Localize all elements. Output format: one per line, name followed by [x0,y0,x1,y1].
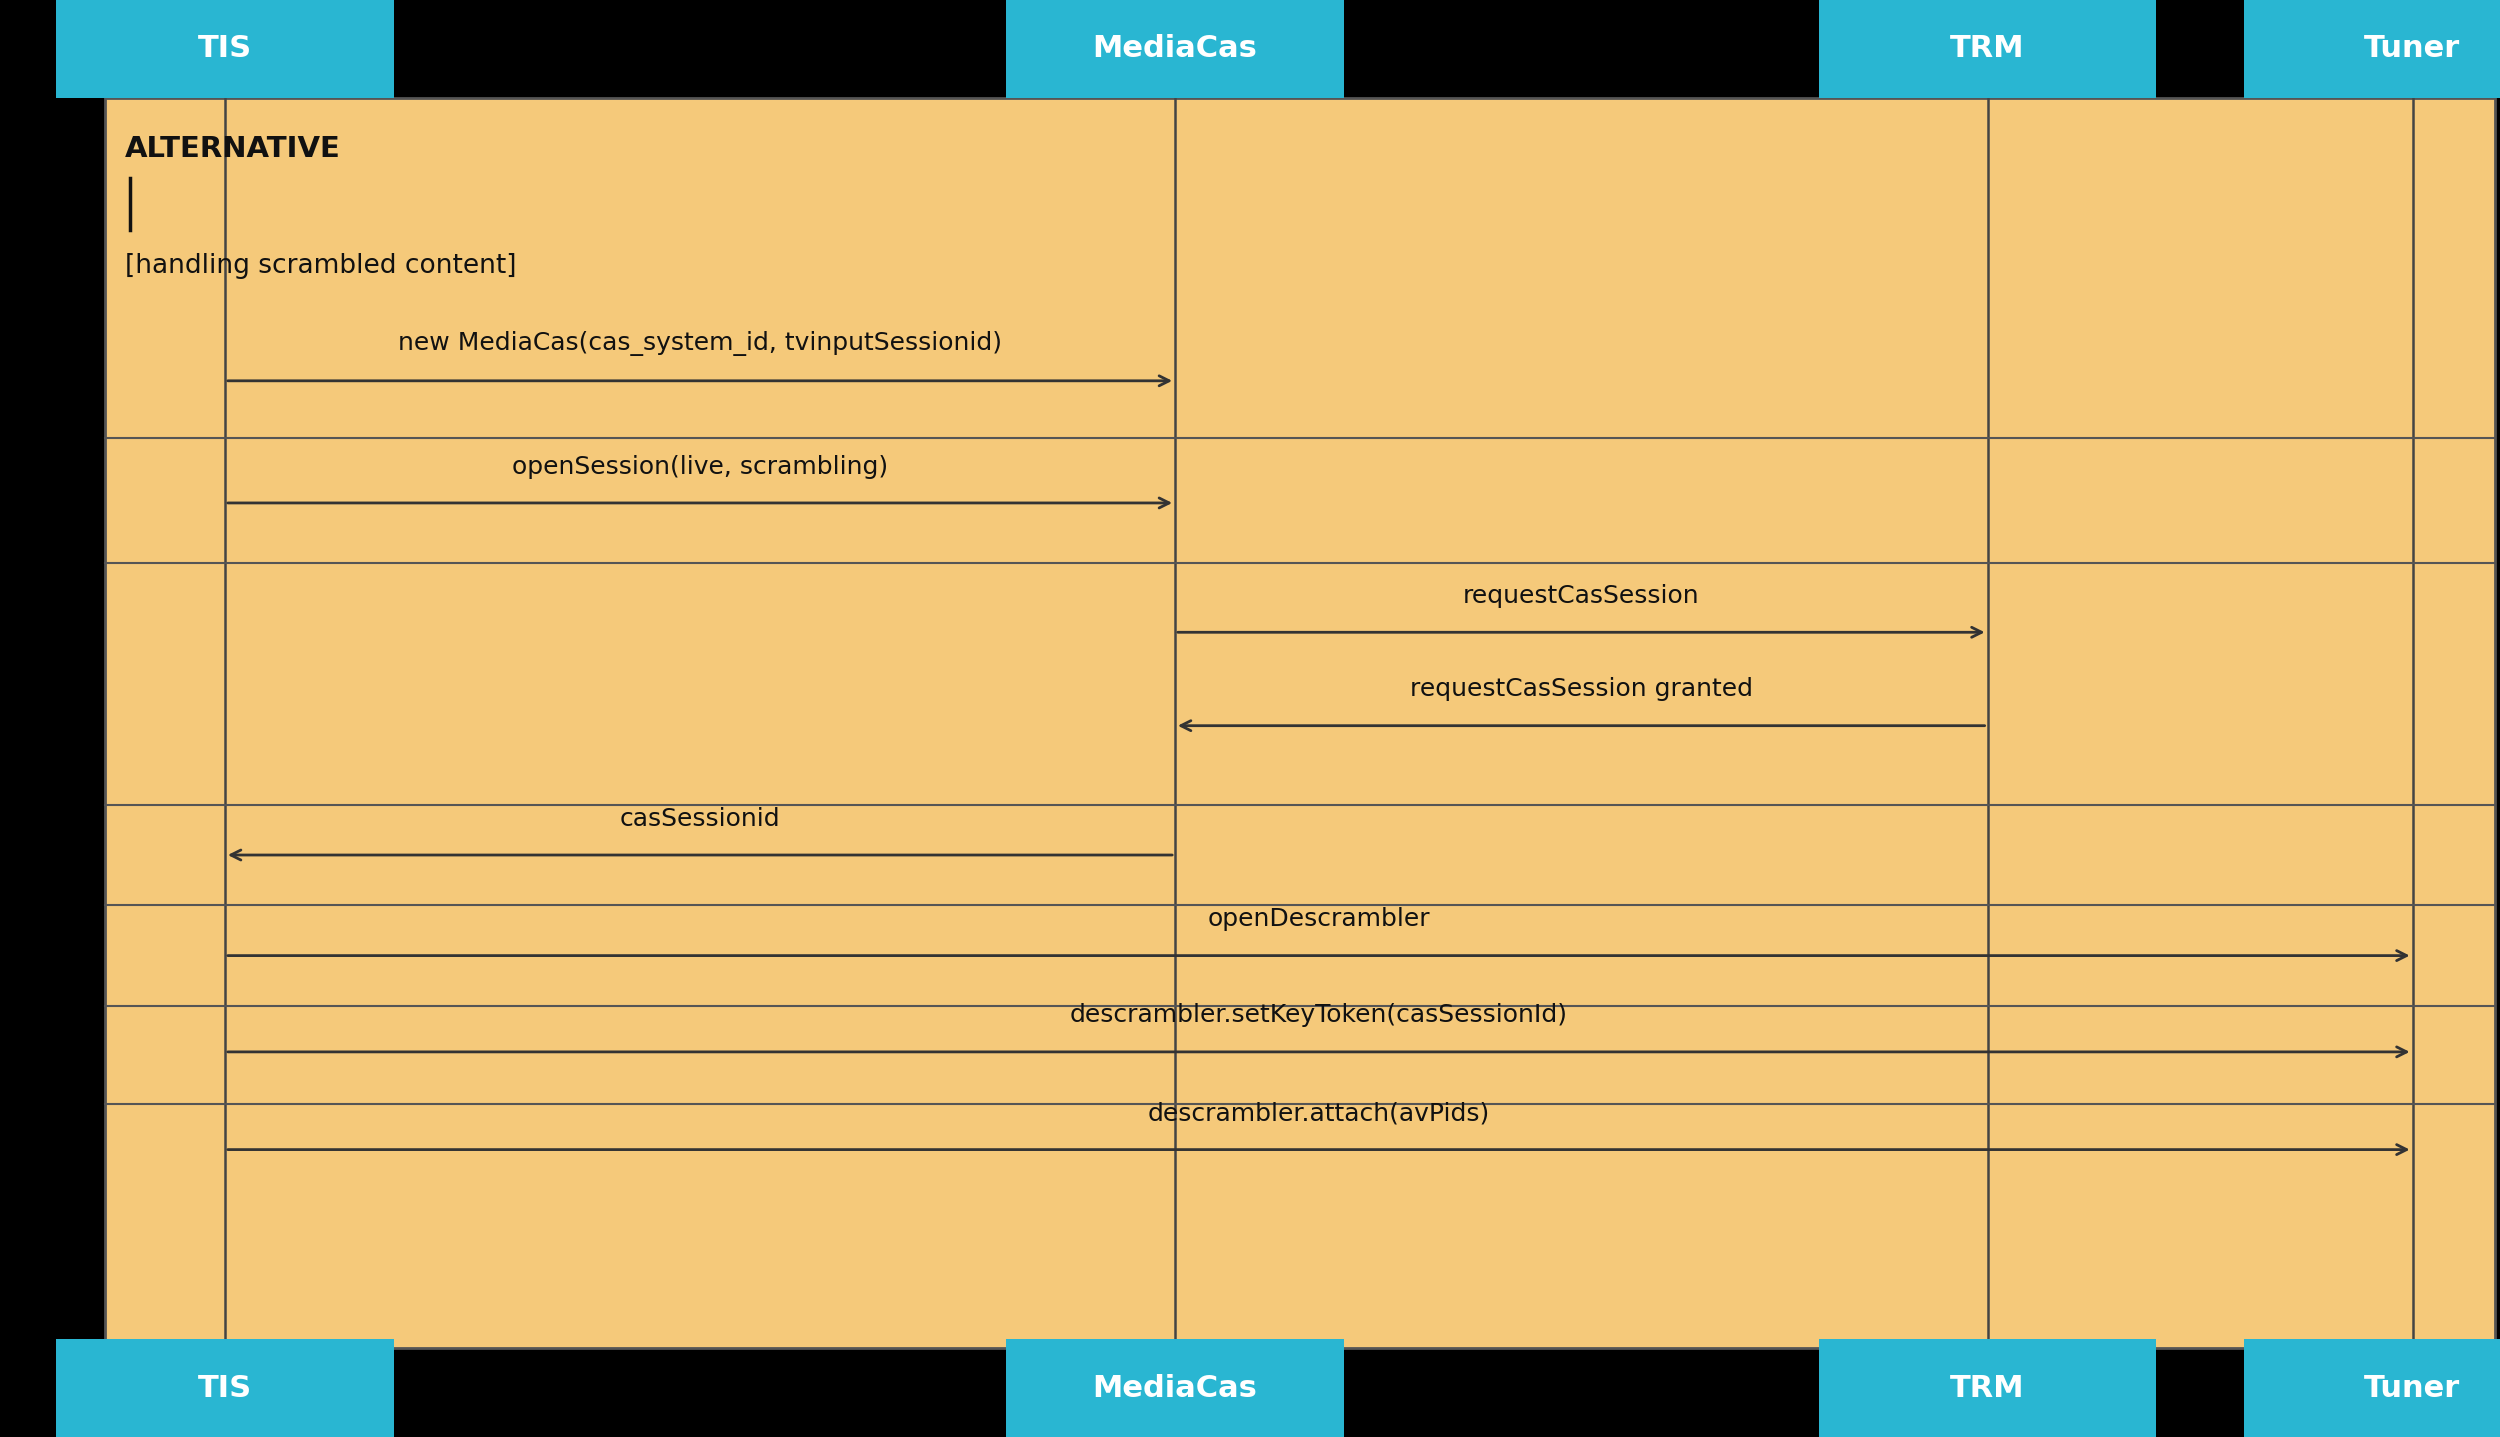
FancyBboxPatch shape [1820,0,2155,98]
Text: new MediaCas(cas_system_id, tvinputSessionid): new MediaCas(cas_system_id, tvinputSessi… [398,332,1002,356]
FancyBboxPatch shape [2245,1339,2500,1437]
Text: MediaCas: MediaCas [1092,34,1258,63]
FancyBboxPatch shape [1005,1339,1345,1437]
Text: requestCasSession: requestCasSession [1462,583,1700,608]
Text: TRM: TRM [1950,1374,2025,1403]
Text: casSessionid: casSessionid [620,806,780,831]
FancyBboxPatch shape [1820,1339,2155,1437]
FancyBboxPatch shape [2245,0,2500,98]
FancyBboxPatch shape [55,0,395,98]
Text: [handling scrambled content]: [handling scrambled content] [125,253,518,279]
Text: TIS: TIS [198,34,252,63]
FancyBboxPatch shape [55,1339,395,1437]
Text: openDescrambler: openDescrambler [1208,907,1430,931]
Text: TIS: TIS [198,1374,252,1403]
FancyBboxPatch shape [105,98,2495,1348]
Text: MediaCas: MediaCas [1092,1374,1258,1403]
Text: ALTERNATIVE: ALTERNATIVE [125,135,340,164]
Text: requestCasSession granted: requestCasSession granted [1410,677,1752,701]
Text: descrambler.setKeyToken(casSessionId): descrambler.setKeyToken(casSessionId) [1070,1003,1568,1027]
FancyBboxPatch shape [1005,0,1345,98]
Text: openSession(live, scrambling): openSession(live, scrambling) [512,454,888,479]
Text: Tuner: Tuner [2365,1374,2460,1403]
Text: descrambler.attach(avPids): descrambler.attach(avPids) [1148,1101,1490,1125]
Text: Tuner: Tuner [2365,34,2460,63]
Text: TRM: TRM [1950,34,2025,63]
